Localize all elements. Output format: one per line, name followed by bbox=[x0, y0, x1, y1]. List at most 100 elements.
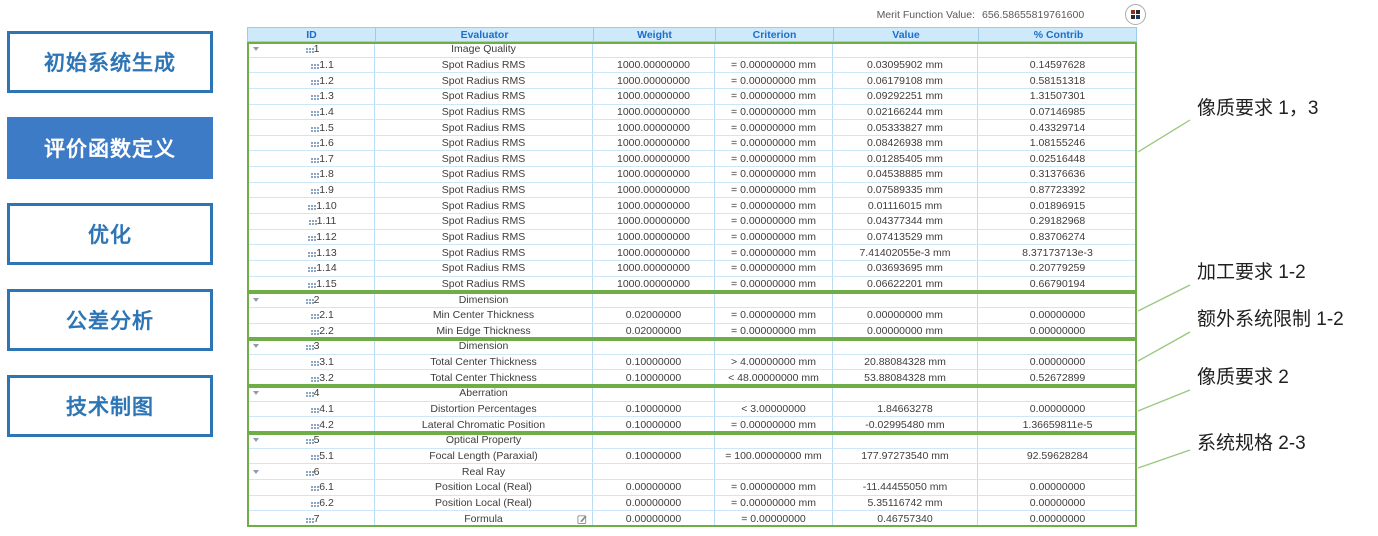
criterion-cell[interactable]: = 0.00000000 mm bbox=[715, 214, 833, 229]
drag-handle-icon[interactable] bbox=[308, 236, 311, 238]
mfe-row-3.1[interactable]: 3.1 Total Center Thickness 0.10000000 > 4.0… bbox=[247, 354, 1137, 371]
drag-handle-icon[interactable] bbox=[311, 501, 314, 504]
weight-cell[interactable]: 1000.00000000 bbox=[593, 151, 715, 167]
weight-cell[interactable]: 1000.00000000 bbox=[593, 214, 715, 229]
weight-cell[interactable]: 0.10000000 bbox=[593, 370, 715, 387]
row-id-cell[interactable]: 1.15 bbox=[247, 276, 375, 293]
value-cell[interactable] bbox=[833, 433, 978, 448]
value-cell[interactable]: 5.35116742 mm bbox=[833, 495, 978, 511]
criterion-cell[interactable] bbox=[715, 386, 833, 401]
criterion-cell[interactable]: = 0.00000000 bbox=[715, 511, 833, 527]
mfe-row-1.4[interactable]: 1.4 Spot Radius RMS 1000.00000000 = 0.00000… bbox=[247, 104, 1137, 121]
evaluator-cell[interactable]: Spot Radius RMS bbox=[375, 198, 593, 214]
weight-cell[interactable]: 0.10000000 bbox=[593, 448, 715, 464]
contrib-cell[interactable]: 1.31507301 bbox=[1029, 90, 1086, 103]
drag-handle-icon[interactable] bbox=[311, 330, 314, 333]
drag-handle-icon[interactable] bbox=[311, 486, 314, 489]
evaluator-cell[interactable]: Spot Radius RMS bbox=[375, 135, 593, 151]
evaluator-cell[interactable]: Spot Radius RMS bbox=[375, 104, 593, 120]
evaluator-cell[interactable]: Spot Radius RMS bbox=[375, 57, 593, 73]
criterion-cell[interactable]: = 0.00000000 mm bbox=[715, 182, 833, 198]
row-id-cell[interactable]: 3.2 bbox=[247, 370, 375, 387]
criterion-cell[interactable]: = 0.00000000 mm bbox=[715, 245, 833, 260]
value-cell[interactable]: 0.03693695 mm bbox=[833, 260, 978, 276]
weight-cell[interactable]: 1000.00000000 bbox=[593, 120, 715, 135]
evaluator-cell[interactable]: Focal Length (Paraxial) bbox=[375, 448, 593, 464]
weight-cell[interactable]: 0.10000000 bbox=[593, 417, 715, 434]
drag-handle-icon[interactable] bbox=[308, 283, 311, 286]
weight-cell[interactable]: 1000.00000000 bbox=[593, 88, 715, 104]
contrib-cell[interactable] bbox=[978, 42, 1137, 57]
evaluator-cell[interactable]: Min Center Thickness bbox=[375, 307, 593, 323]
contrib-cell[interactable]: 0.83706274 bbox=[1029, 231, 1086, 243]
weight-cell[interactable]: 1000.00000000 bbox=[593, 73, 715, 88]
contrib-cell[interactable]: 0.14597628 bbox=[1029, 58, 1086, 71]
mfe-row-4.1[interactable]: 4.1 Distortion Percentages 0.10000000 < 3.0… bbox=[247, 401, 1137, 418]
evaluator-cell[interactable]: Spot Radius RMS bbox=[375, 229, 593, 245]
evaluator-cell[interactable]: Spot Radius RMS bbox=[375, 73, 593, 88]
criterion-cell[interactable]: = 0.00000000 mm bbox=[715, 120, 833, 135]
mfe-row-1.6[interactable]: 1.6 Spot Radius RMS 1000.00000000 = 0.00000… bbox=[247, 135, 1137, 152]
criterion-cell[interactable]: = 0.00000000 mm bbox=[715, 88, 833, 104]
value-cell[interactable]: 1.84663278 bbox=[833, 401, 978, 417]
row-id-cell[interactable]: 1.9 bbox=[247, 182, 375, 198]
weight-cell[interactable]: 1000.00000000 bbox=[593, 57, 715, 73]
drag-handle-icon[interactable] bbox=[311, 408, 314, 411]
contrib-cell[interactable]: 0.29182968 bbox=[1029, 215, 1086, 228]
weight-cell[interactable]: 0.10000000 bbox=[593, 401, 715, 417]
row-id-cell[interactable]: 4.2 bbox=[247, 417, 375, 434]
weight-cell[interactable]: 1000.00000000 bbox=[593, 245, 715, 260]
row-id-cell[interactable]: 1.11 bbox=[247, 214, 375, 229]
collapse-arrow-icon[interactable] bbox=[253, 438, 259, 443]
mfe-row-1.10[interactable]: 1.10 Spot Radius RMS 1000.00000000 = 0.0000… bbox=[247, 198, 1137, 215]
column-header[interactable]: Value bbox=[834, 28, 979, 41]
criterion-cell[interactable]: = 0.00000000 mm bbox=[715, 73, 833, 88]
contrib-cell[interactable] bbox=[978, 464, 1137, 479]
weight-cell[interactable] bbox=[593, 339, 715, 354]
weight-cell[interactable]: 0.02000000 bbox=[593, 323, 715, 340]
contrib-cell[interactable]: 0.00000000 bbox=[1029, 496, 1086, 509]
criterion-cell[interactable]: < 48.00000000 mm bbox=[715, 370, 833, 387]
mfe-row-6[interactable]: 6 Real Ray bbox=[247, 464, 1137, 480]
contrib-cell[interactable]: 0.87723392 bbox=[1029, 184, 1086, 197]
drag-handle-icon[interactable] bbox=[305, 392, 308, 395]
mfe-row-4.2[interactable]: 4.2 Lateral Chromatic Position 0.10000000 =… bbox=[247, 417, 1137, 434]
value-cell[interactable]: 53.88084328 mm bbox=[833, 370, 978, 387]
contrib-cell[interactable]: 0.58151318 bbox=[1029, 74, 1086, 87]
mfe-row-1.2[interactable]: 1.2 Spot Radius RMS 1000.00000000 = 0.00000… bbox=[247, 73, 1137, 89]
evaluator-cell[interactable]: Total Center Thickness bbox=[375, 370, 593, 387]
criterion-cell[interactable]: = 0.00000000 mm bbox=[715, 104, 833, 120]
grid-window-icon[interactable] bbox=[1125, 4, 1146, 25]
contrib-cell[interactable]: 0.20779259 bbox=[1029, 262, 1086, 275]
weight-cell[interactable]: 0.02000000 bbox=[593, 307, 715, 323]
criterion-cell[interactable]: = 0.00000000 mm bbox=[715, 167, 833, 182]
mfe-row-1[interactable]: 1 Image Quality bbox=[247, 42, 1137, 58]
row-id-cell[interactable]: 2 bbox=[247, 292, 375, 307]
value-cell[interactable]: 0.05333827 mm bbox=[833, 120, 978, 135]
workflow-button-2[interactable]: 评价函数定义 bbox=[7, 117, 213, 179]
contrib-cell[interactable] bbox=[978, 339, 1137, 354]
row-id-cell[interactable]: 5 bbox=[247, 433, 375, 448]
evaluator-cell[interactable]: Position Local (Real) bbox=[375, 479, 593, 495]
drag-handle-icon[interactable] bbox=[311, 361, 314, 364]
row-id-cell[interactable]: 1.5 bbox=[247, 120, 375, 135]
mfe-row-1.12[interactable]: 1.12 Spot Radius RMS 1000.00000000 = 0.0000… bbox=[247, 229, 1137, 246]
evaluator-cell[interactable]: Spot Radius RMS bbox=[375, 214, 593, 229]
contrib-cell[interactable]: 0.66790194 bbox=[1029, 278, 1086, 291]
weight-cell[interactable]: 1000.00000000 bbox=[593, 135, 715, 151]
value-cell[interactable]: 0.00000000 mm bbox=[833, 323, 978, 340]
contrib-cell[interactable] bbox=[978, 292, 1137, 307]
evaluator-cell[interactable]: Lateral Chromatic Position bbox=[375, 417, 593, 434]
contrib-cell[interactable]: 0.00000000 bbox=[1029, 481, 1086, 494]
criterion-cell[interactable]: = 0.00000000 mm bbox=[715, 260, 833, 276]
value-cell[interactable]: 0.02166244 mm bbox=[833, 104, 978, 120]
criterion-cell[interactable] bbox=[715, 42, 833, 57]
evaluator-cell[interactable]: Spot Radius RMS bbox=[375, 276, 593, 293]
evaluator-cell[interactable]: Dimension bbox=[375, 292, 593, 307]
row-id-cell[interactable]: 3 bbox=[247, 339, 375, 354]
value-cell[interactable]: 0.04377344 mm bbox=[833, 214, 978, 229]
mfe-row-1.3[interactable]: 1.3 Spot Radius RMS 1000.00000000 = 0.00000… bbox=[247, 88, 1137, 105]
drag-handle-icon[interactable] bbox=[311, 95, 314, 98]
row-id-cell[interactable]: 4.1 bbox=[247, 401, 375, 417]
mfe-row-1.1[interactable]: 1.1 Spot Radius RMS 1000.00000000 = 0.00000… bbox=[247, 57, 1137, 74]
